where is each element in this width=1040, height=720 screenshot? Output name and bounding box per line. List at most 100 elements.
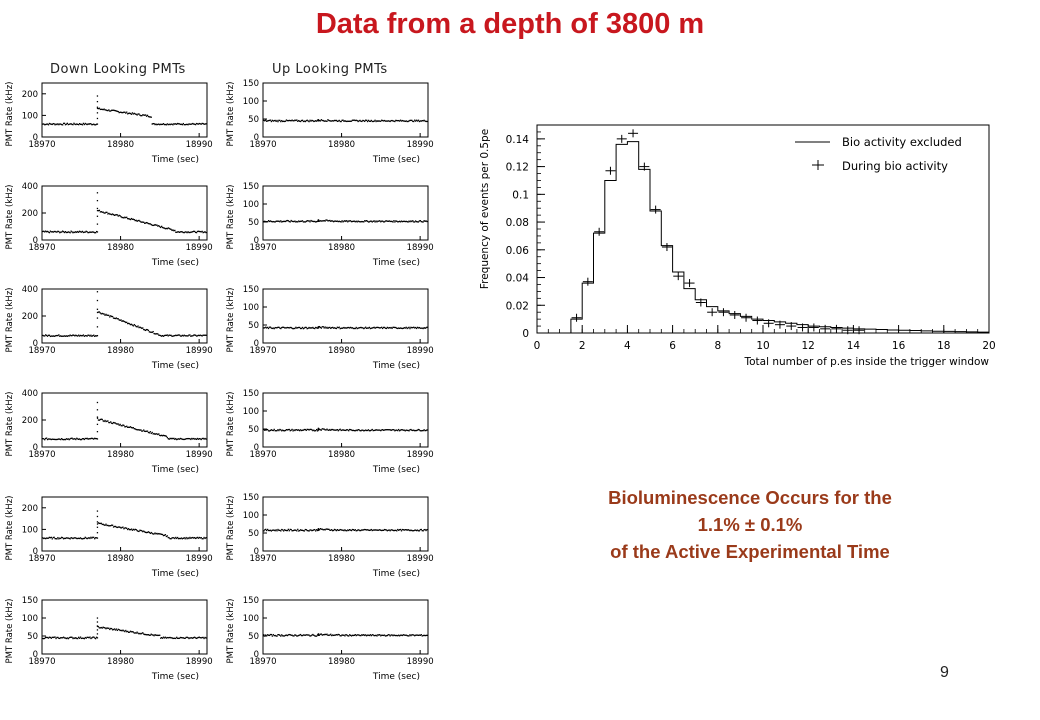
data-point-cross	[854, 326, 865, 335]
data-point	[306, 119, 308, 121]
data-point	[201, 335, 203, 337]
data-point	[360, 120, 362, 122]
data-point	[63, 231, 66, 234]
y-tick-label: 200	[22, 90, 38, 100]
x-axis-label: Time (sec)	[372, 258, 420, 268]
data-point	[414, 119, 416, 121]
data-point	[159, 124, 161, 126]
data-point	[49, 537, 52, 539]
data-point	[377, 120, 379, 122]
y-tick-label: 150	[243, 596, 259, 606]
data-point	[278, 429, 280, 432]
data-point	[175, 637, 177, 640]
data-point	[112, 526, 115, 528]
data-point	[265, 429, 267, 431]
data-point	[409, 327, 411, 330]
data-point	[269, 633, 272, 636]
data-point	[103, 212, 105, 214]
x-tick-label: 18980	[328, 554, 355, 564]
data-point	[361, 220, 363, 223]
data-point	[48, 536, 51, 539]
data-point	[283, 430, 286, 432]
data-point	[86, 335, 88, 337]
data-point	[401, 528, 404, 531]
data-point	[200, 334, 202, 337]
data-point	[380, 529, 382, 531]
data-point	[315, 635, 317, 637]
data-point	[47, 637, 50, 639]
data-point	[66, 438, 68, 440]
data-point	[93, 636, 95, 638]
data-point	[203, 334, 205, 336]
x-tick-label: 20	[982, 340, 995, 352]
data-point	[269, 529, 272, 531]
data-point	[302, 120, 305, 123]
data-point	[313, 327, 315, 329]
data-point	[155, 533, 157, 535]
y-tick-label: 0.1	[512, 189, 529, 201]
data-point	[339, 528, 341, 531]
data-point	[134, 528, 136, 531]
data-point	[53, 230, 55, 233]
data-point	[352, 529, 355, 531]
data-point	[423, 634, 425, 636]
data-point	[368, 529, 371, 532]
data-point	[175, 334, 177, 336]
data-point	[305, 429, 307, 432]
data-point	[417, 221, 420, 223]
data-point	[144, 430, 147, 433]
data-point	[52, 122, 54, 125]
data-point	[263, 220, 265, 223]
data-point	[98, 311, 101, 313]
data-point	[122, 111, 124, 114]
data-point	[283, 120, 286, 123]
data-point	[355, 326, 357, 329]
data-point	[99, 211, 101, 213]
data-point	[323, 528, 325, 531]
data-point	[393, 429, 395, 431]
data-point	[289, 326, 291, 329]
data-point	[130, 113, 133, 115]
data-point	[149, 532, 151, 535]
data-point	[81, 335, 84, 337]
data-point	[360, 634, 362, 637]
data-point	[150, 432, 152, 435]
data-point	[299, 634, 301, 636]
data-point	[374, 529, 376, 531]
data-point	[270, 429, 273, 431]
data-point	[315, 221, 318, 223]
data-point	[138, 633, 140, 635]
data-point	[130, 528, 133, 530]
data-point	[379, 529, 381, 531]
data-point	[302, 634, 305, 636]
data-point	[296, 327, 298, 329]
y-tick-label: 150	[243, 285, 259, 295]
data-point	[276, 220, 278, 222]
data-point	[116, 110, 118, 112]
data-point	[165, 334, 167, 337]
data-point	[338, 326, 340, 328]
data-point	[324, 220, 326, 222]
data-point	[94, 637, 97, 640]
data-point	[91, 637, 93, 639]
x-tick-label: 18990	[407, 554, 434, 564]
data-point	[146, 114, 149, 116]
data-point	[398, 634, 400, 636]
data-point	[366, 120, 369, 123]
data-point	[403, 327, 405, 329]
data-point	[320, 220, 322, 222]
data-point	[342, 529, 344, 531]
data-point	[72, 334, 74, 336]
data-point	[294, 220, 296, 222]
data-point	[92, 636, 94, 638]
x-tick-label: 18990	[186, 554, 213, 564]
data-point	[76, 231, 78, 234]
data-point	[398, 220, 401, 222]
data-point	[194, 123, 197, 126]
data-point	[395, 119, 397, 122]
data-point	[42, 537, 44, 539]
data-point	[48, 438, 51, 440]
data-point	[179, 335, 182, 337]
data-point	[195, 231, 198, 234]
